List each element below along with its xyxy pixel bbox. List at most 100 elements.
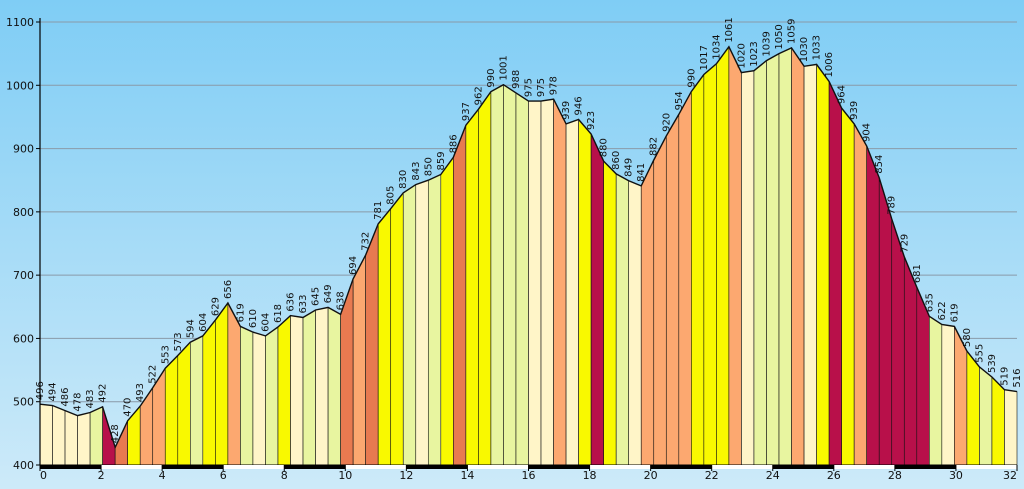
distance-bar-segment <box>406 465 468 469</box>
elevation-label: 990 <box>686 69 697 88</box>
elevation-label: 619 <box>949 303 960 322</box>
gradient-band <box>916 287 930 466</box>
elevation-label: 555 <box>974 344 985 363</box>
gradient-band <box>716 45 730 466</box>
elevation-label: 988 <box>511 70 522 89</box>
elevation-label: 1017 <box>699 45 710 70</box>
x-tick-label: 24 <box>766 469 780 482</box>
gradient-band <box>528 100 542 466</box>
elevation-label: 923 <box>586 111 597 130</box>
gradient-band <box>841 107 855 466</box>
gradient-band <box>252 331 266 466</box>
distance-bar-segment <box>650 465 712 469</box>
gradient-band <box>177 341 191 466</box>
gradient-band <box>453 125 467 466</box>
gradient-band <box>215 302 229 466</box>
gradient-band <box>427 174 442 466</box>
elevation-label: 975 <box>524 78 535 97</box>
gradient-band <box>390 192 404 466</box>
gradient-band <box>941 324 955 466</box>
x-tick-label: 14 <box>460 469 474 482</box>
elevation-label: 849 <box>624 158 635 177</box>
gradient-band <box>966 350 980 466</box>
elevation-label: 478 <box>73 393 84 412</box>
x-tick-label: 20 <box>644 469 658 482</box>
elevation-label: 1034 <box>711 34 722 59</box>
elevation-label: 519 <box>999 367 1010 386</box>
elevation-label: 516 <box>1012 368 1023 387</box>
gradient-band <box>352 254 366 466</box>
gradient-band <box>866 145 880 466</box>
gradient-band <box>803 64 817 466</box>
gradient-band <box>665 113 680 466</box>
elevation-label: 939 <box>849 101 860 120</box>
elevation-label: 975 <box>536 78 547 97</box>
gradient-band <box>478 90 492 466</box>
y-tick-label: 1100 <box>6 16 34 29</box>
y-tick-label: 1000 <box>6 79 34 92</box>
gradient-band <box>365 223 379 466</box>
elevation-label: 882 <box>649 137 660 156</box>
y-tick-label: 800 <box>13 206 34 219</box>
distance-bar-segment <box>284 465 346 469</box>
distance-bar-segment <box>772 465 834 469</box>
elevation-label: 854 <box>874 155 885 174</box>
elevation-label: 580 <box>962 328 973 347</box>
gradient-bands <box>39 45 1018 466</box>
elevation-label: 859 <box>436 151 447 170</box>
elevation-label: 920 <box>661 113 672 132</box>
gradient-band <box>628 180 642 466</box>
x-tick-label: 8 <box>281 469 288 482</box>
y-tick-label: 500 <box>13 396 34 409</box>
gradient-band <box>615 173 630 466</box>
gradient-band <box>64 410 78 466</box>
elevation-label: 470 <box>123 398 134 417</box>
distance-bar-segment <box>528 465 590 469</box>
elevation-label: 618 <box>273 304 284 323</box>
elevation-label: 573 <box>173 332 184 351</box>
x-tick-label: 2 <box>98 469 105 482</box>
gradient-band <box>929 315 943 466</box>
elevation-label: 860 <box>611 151 622 170</box>
gradient-band <box>515 92 529 466</box>
elevation-label: 428 <box>110 424 121 443</box>
elevation-label: 604 <box>260 313 271 332</box>
gradient-band <box>741 70 755 466</box>
gradient-band <box>703 63 717 466</box>
elevation-label: 483 <box>85 389 96 408</box>
x-tick-label: 10 <box>338 469 352 482</box>
gradient-band <box>402 184 417 466</box>
gradient-band <box>878 177 893 466</box>
gradient-band <box>302 309 316 466</box>
elevation-label: 694 <box>348 256 359 275</box>
elevation-label: 594 <box>185 319 196 338</box>
gradient-band <box>603 160 617 466</box>
gradient-band <box>465 108 479 466</box>
profile-outline <box>39 45 1018 450</box>
gradient-band <box>766 53 780 466</box>
gradient-band <box>77 412 91 466</box>
y-tick-label: 900 <box>13 143 34 156</box>
elevation-label: 681 <box>912 264 923 283</box>
elevation-label: 638 <box>336 291 347 310</box>
elevation-label: 636 <box>286 293 297 312</box>
x-tick-label: 18 <box>583 469 597 482</box>
elevation-label: 732 <box>361 232 372 251</box>
y-tick-label: 700 <box>13 269 34 282</box>
y-tick-label: 600 <box>13 332 34 345</box>
elevation-label: 939 <box>561 101 572 120</box>
gradient-band <box>553 99 567 466</box>
distance-bar-segment <box>223 465 285 469</box>
elevation-label: 493 <box>135 383 146 402</box>
x-tick-label: 4 <box>159 469 166 482</box>
elevation-label: 633 <box>298 294 309 313</box>
x-tick-label: 28 <box>888 469 902 482</box>
elevation-label: 1059 <box>787 18 798 43</box>
elevation-label: 789 <box>887 196 898 215</box>
x-tick-label: 0 <box>40 469 47 482</box>
distance-bar-segment <box>589 465 651 469</box>
gradient-band <box>979 366 993 466</box>
gradient-band <box>678 91 692 466</box>
gradient-band <box>89 406 103 466</box>
gradient-band <box>490 84 504 466</box>
